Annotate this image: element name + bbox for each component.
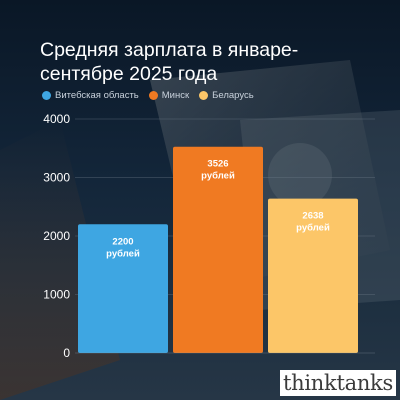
legend-swatch	[199, 90, 209, 100]
bar-value-label: 3526	[207, 159, 228, 170]
bar-unit-label: рублей	[106, 248, 140, 259]
y-tick-label: 3000	[43, 171, 70, 185]
y-tick-label: 1000	[43, 288, 70, 302]
legend-label: Беларусь	[212, 89, 254, 101]
bar	[173, 146, 263, 353]
legend-item: Беларусь	[199, 90, 254, 101]
y-tick-label: 4000	[43, 112, 70, 126]
bar-value-label: 2200	[112, 236, 133, 247]
legend-label: Витебская область	[55, 89, 139, 101]
bar	[78, 224, 168, 353]
y-tick-label: 0	[63, 346, 70, 360]
legend-label: Минск	[161, 89, 190, 101]
legend-swatch	[42, 90, 51, 100]
bar-unit-label: рублей	[296, 223, 330, 234]
legend: Витебская область Минск Беларусь	[42, 88, 254, 102]
bar-value-label: 2638	[302, 211, 323, 222]
bar	[268, 198, 358, 353]
legend-item: Минск	[148, 89, 190, 101]
y-tick-label: 2000	[43, 229, 70, 243]
legend-swatch	[148, 90, 158, 100]
bar-unit-label: рублей	[201, 171, 235, 182]
legend-item: Витебская область	[42, 90, 139, 101]
chart-title: Средняя зарплата в январе-сентябре 2025 …	[40, 39, 299, 85]
thinktanks-logo: thinktanks	[280, 370, 396, 396]
